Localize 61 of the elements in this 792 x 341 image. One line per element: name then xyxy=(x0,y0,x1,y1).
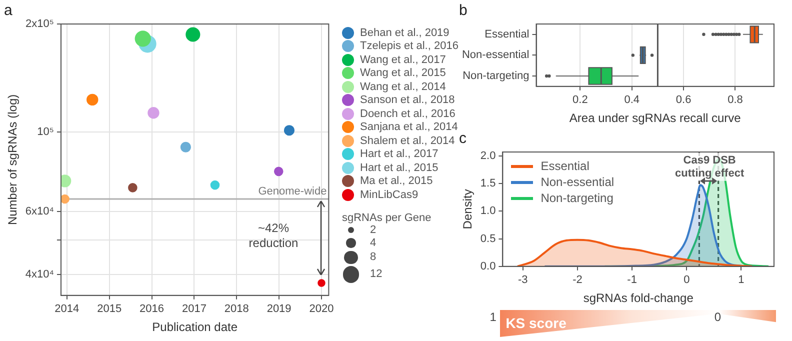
y-tick-label: Non-essential xyxy=(462,49,530,62)
x-tick-label: 2014 xyxy=(54,303,80,316)
legend-label: 8 xyxy=(369,250,378,266)
y-tick-label: 0.5 xyxy=(480,232,496,245)
y-tick-label: 1.0 xyxy=(480,205,496,218)
annotation: ~42% reduction xyxy=(248,221,300,251)
legend-label: Tzelepis et al., 2016 xyxy=(359,40,458,53)
x-tick-label: -1 xyxy=(627,274,637,286)
chart-title: a xyxy=(4,2,13,20)
legend-label: Non-targeting xyxy=(540,190,614,206)
legend-label: Sanson et al., 2018 xyxy=(359,94,456,107)
x-tick-label: 0.8 xyxy=(728,94,743,106)
x-tick-label: 2018 xyxy=(224,303,249,316)
x-axis-title: sgRNAs fold-change xyxy=(583,291,694,306)
y-axis-title: Density xyxy=(460,189,475,230)
legend-label: Shalem et al., 2014 xyxy=(359,134,456,148)
x-tick-label: 2016 xyxy=(140,303,164,316)
legend-label: 2 xyxy=(369,224,378,236)
legend-label: Hart et al., 2017 xyxy=(359,148,440,161)
legend-label: Wang et al., 2017 xyxy=(359,53,447,66)
legend-label: Wang et al., 2015 xyxy=(359,66,447,80)
x-tick-label: -2 xyxy=(572,274,582,286)
legend-label: Hart et al., 2015 xyxy=(359,161,440,174)
chart-title: b xyxy=(459,2,468,20)
legend-label: 4 xyxy=(369,236,378,250)
chart-title: c xyxy=(459,130,467,148)
ref-line-label: Genome-wide xyxy=(258,186,327,198)
y-tick-label: 2.0 xyxy=(480,150,496,162)
x-tick-label: 0 xyxy=(684,274,690,286)
y-tick-label: 2x10⁵ xyxy=(26,18,54,30)
legend-title: sgRNAs per Gene xyxy=(342,212,432,224)
y-tick-label: Essential xyxy=(484,28,530,40)
legend-label: Essential xyxy=(540,158,590,174)
y-tick-label: 6x10⁴ xyxy=(25,206,54,218)
annotation: Cas9 DSB cutting effect xyxy=(675,154,744,180)
legend-label: Doench et al., 2016 xyxy=(359,107,456,120)
y-tick-label: 10⁵ xyxy=(37,126,54,138)
y-tick-label: 1.5 xyxy=(480,178,496,190)
x-tick-label: 0.2 xyxy=(572,94,588,106)
legend-label: Behan et al., 2019 xyxy=(359,26,450,40)
x-tick-label: -3 xyxy=(518,274,528,286)
y-tick-label: 4x10⁴ xyxy=(25,268,54,281)
legend-label: 12 xyxy=(369,267,384,282)
legend-label: Wang et al., 2014 xyxy=(359,80,447,94)
y-axis-title: Number of sgRNAs (log) xyxy=(6,94,20,226)
x-tick-label: 1 xyxy=(738,274,744,286)
x-tick-label: 2019 xyxy=(266,303,292,316)
x-axis-title: Publication date xyxy=(152,320,238,334)
y-tick-label: Non-targeting xyxy=(462,70,530,82)
x-tick-label: 2020 xyxy=(309,303,334,316)
x-tick-label: 2017 xyxy=(182,303,206,316)
x-tick-label: 0.6 xyxy=(676,94,692,106)
legend-label: Non-essential xyxy=(540,174,614,190)
legend-label: MinLibCas9 xyxy=(359,188,420,202)
x-tick-label: 0.4 xyxy=(624,94,640,106)
text: KS score xyxy=(506,315,566,331)
x-tick-label: 2015 xyxy=(97,303,122,316)
legend-label: Ma et al., 2015 xyxy=(359,174,434,188)
legend-label: Sanjana et al., 2014 xyxy=(359,120,458,134)
y-tick-label: 0.0 xyxy=(480,260,496,272)
x-axis-title: Area under sgRNAs recall curve xyxy=(569,111,742,126)
